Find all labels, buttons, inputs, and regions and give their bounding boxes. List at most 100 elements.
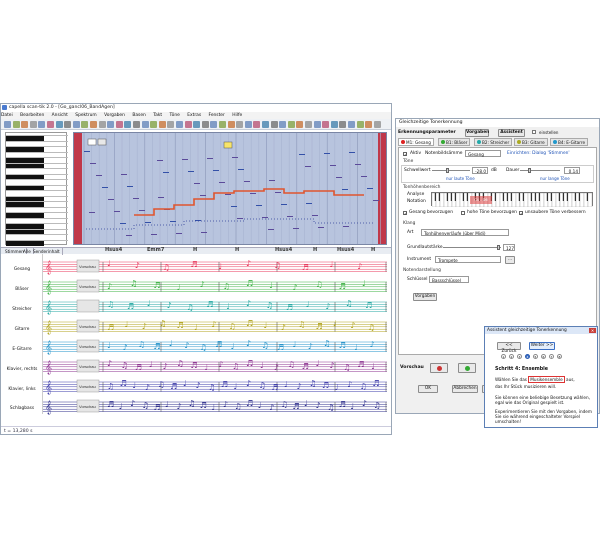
toolbar-tool-icon[interactable] xyxy=(29,121,37,128)
toolbar-tool-icon[interactable] xyxy=(150,121,158,128)
toolbar-tool-icon[interactable] xyxy=(322,121,330,128)
step-dot[interactable]: 7 xyxy=(549,354,554,359)
piano-black-key[interactable] xyxy=(6,163,44,169)
zurueck-button[interactable]: << Zurück xyxy=(497,342,521,354)
menu-vorgaben[interactable]: Vorgaben xyxy=(104,113,125,118)
hohe-toene-checkbox[interactable] xyxy=(461,211,465,215)
tab-b4-egitarre[interactable]: B4: E-Gitarre xyxy=(550,138,589,146)
piano-white-key[interactable] xyxy=(6,223,68,224)
instrument-field[interactable]: Trompete xyxy=(435,256,501,263)
schwellwert-value[interactable]: -28.0 xyxy=(472,167,488,174)
piano-white-key[interactable] xyxy=(6,162,68,164)
menu-spektrum[interactable]: Spektrum xyxy=(75,113,97,118)
toolbar-tool-icon[interactable] xyxy=(244,121,252,128)
piano-black-key[interactable] xyxy=(6,136,44,141)
menu-fenster[interactable]: Fenster xyxy=(208,113,225,118)
toolbar-tool-icon[interactable] xyxy=(227,121,235,128)
piano-white-key[interactable] xyxy=(6,157,68,158)
ensemble-field[interactable]: Musikensemble xyxy=(528,376,565,383)
toolbar-tool-icon[interactable] xyxy=(330,121,338,128)
vorgaben-header-button[interactable]: Vorgaben xyxy=(465,129,490,137)
piano-white-key[interactable] xyxy=(6,173,68,175)
piano-white-key[interactable] xyxy=(6,228,68,230)
toolbar-tool-icon[interactable] xyxy=(348,121,355,128)
toolbar-tool-icon[interactable] xyxy=(253,121,261,128)
tab-b2-streicher[interactable]: B2: Streicher xyxy=(474,138,513,146)
toolbar-tool-icon[interactable] xyxy=(279,121,287,128)
piano-white-key[interactable] xyxy=(6,206,68,208)
piano-keyboard[interactable] xyxy=(5,132,68,246)
piano-white-key[interactable] xyxy=(6,168,68,169)
toolbar-tool-icon[interactable] xyxy=(115,121,123,128)
toolbar-tool-icon[interactable] xyxy=(107,121,115,128)
range-keyboard[interactable]: C4 - D6 xyxy=(431,192,593,208)
range-selection[interactable]: C4 - D6 xyxy=(470,196,492,204)
piano-white-key[interactable] xyxy=(6,234,68,235)
assistent-button[interactable]: Assistent xyxy=(498,129,525,137)
dauer-value[interactable]: 0.14 xyxy=(564,167,580,174)
aktiv-checkbox[interactable]: ✓ xyxy=(403,152,408,157)
schwellwert-slider[interactable] xyxy=(432,170,470,171)
toolbar-tool-icon[interactable] xyxy=(313,121,321,128)
toolbar-tool-icon[interactable] xyxy=(38,121,46,128)
toolbar-tool-icon[interactable] xyxy=(176,121,183,128)
toolbar-tool-icon[interactable] xyxy=(339,121,347,128)
einstellen-checkbox[interactable] xyxy=(532,130,536,134)
step-dot[interactable]: 4 xyxy=(525,354,530,359)
weiter-button[interactable]: Weiter >> xyxy=(529,342,555,350)
piano-black-key[interactable] xyxy=(6,158,44,163)
piano-black-key[interactable] xyxy=(6,224,44,229)
piano-white-key[interactable] xyxy=(6,179,68,180)
noten-select[interactable]: Gesang xyxy=(465,150,501,157)
close-icon[interactable]: ✕ xyxy=(589,328,596,333)
piano-black-key[interactable] xyxy=(6,196,44,202)
menu-hilfe[interactable]: Hilfe xyxy=(232,113,243,118)
spectrogram-view[interactable] xyxy=(73,132,387,245)
toolbar-tool-icon[interactable] xyxy=(158,121,166,128)
art-select[interactable]: Tonhöhenverläufe (über Midi) xyxy=(421,229,509,236)
toolbar-tool-icon[interactable] xyxy=(81,121,89,128)
toolbar-tool-icon[interactable] xyxy=(287,121,295,128)
piano-black-key[interactable] xyxy=(6,229,44,235)
ok-button[interactable]: OK xyxy=(418,385,438,393)
toolbar-tool-icon[interactable] xyxy=(184,121,192,128)
grund-slider-handle[interactable] xyxy=(497,245,500,250)
piano-black-key[interactable] xyxy=(6,202,44,207)
grund-slider[interactable] xyxy=(443,247,501,248)
toolbar-tool-icon[interactable] xyxy=(141,121,149,128)
toolbar-tool-icon[interactable] xyxy=(124,121,132,128)
toolbar-tool-icon[interactable] xyxy=(270,121,278,128)
piano-white-key[interactable] xyxy=(6,190,68,191)
toolbar-tool-icon[interactable] xyxy=(12,121,20,128)
step-dot[interactable]: 2 xyxy=(509,354,514,359)
toolbar-tool-icon[interactable] xyxy=(210,121,218,128)
gesang-bevorzugen-checkbox[interactable]: ✓ xyxy=(403,211,408,216)
toolbar-tool-icon[interactable] xyxy=(72,121,80,128)
piano-white-key[interactable] xyxy=(6,217,68,219)
menu-bearbeiten[interactable]: Bearbeiten xyxy=(20,113,45,118)
grund-value[interactable]: 127 xyxy=(503,244,515,251)
toolbar-tool-icon[interactable] xyxy=(193,121,201,128)
piano-white-key[interactable] xyxy=(6,135,68,136)
toolbar-tool-icon[interactable] xyxy=(373,121,381,128)
dauer-slider[interactable] xyxy=(520,170,560,171)
unsaubere-toene-checkbox[interactable]: ✓ xyxy=(519,211,524,216)
dauer-slider-handle[interactable] xyxy=(528,168,531,173)
toolbar-tool-icon[interactable] xyxy=(64,121,72,128)
tab-m1-gesang[interactable]: M1: Gesang xyxy=(398,138,434,146)
piano-white-key[interactable] xyxy=(6,151,68,153)
menu-takt[interactable]: Takt xyxy=(153,113,163,118)
piano-black-key[interactable] xyxy=(6,213,44,218)
piano-white-key[interactable] xyxy=(6,140,68,142)
menu-ansicht[interactable]: Ansicht xyxy=(51,113,68,118)
toolbar-tool-icon[interactable] xyxy=(305,121,312,128)
schluessel-select[interactable]: Bassschlüssel xyxy=(429,276,469,283)
piano-black-key[interactable] xyxy=(6,240,44,246)
tab-b1-blaeser[interactable]: B1: Bläser xyxy=(438,138,471,146)
piano-black-key[interactable] xyxy=(6,147,44,152)
piano-black-key[interactable] xyxy=(6,185,44,191)
menu-toene[interactable]: Töne xyxy=(169,113,180,118)
toolbar-tool-icon[interactable] xyxy=(55,121,63,128)
piano-white-key[interactable] xyxy=(6,184,68,186)
step-dot[interactable]: 6 xyxy=(541,354,546,359)
